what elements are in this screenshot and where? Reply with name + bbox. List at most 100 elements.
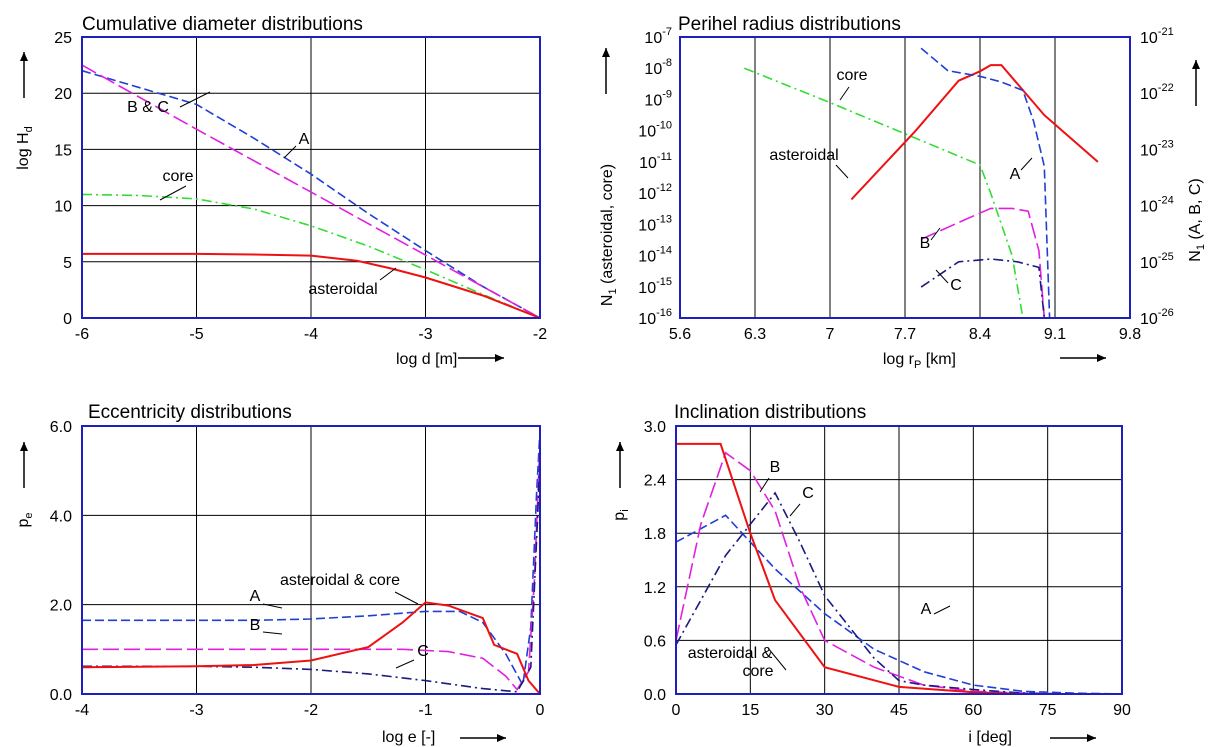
label-leader [262,603,283,609]
label-leader [839,86,850,101]
x-tick-label: -4 [75,702,89,719]
axis-arrow-head [1192,60,1200,69]
chart-perihel: 5.6 6.3 7 7.7 8.4 9.1 9.8 10-7 10-8 10-9 10-10 10-1… [599,14,1207,371]
chart-diameter: -6 -5 -4 -3 -2 0 5 10 15 20 25 Cumulative diameter … [15,14,547,368]
y-tick-label: 5 [63,255,72,272]
series-line-b-c [81,64,541,319]
y-tick-label: 0 [63,311,72,328]
y-tick-label: 0.0 [644,687,666,704]
series-line-b [82,443,541,691]
y-left-tick-label: 10-11 [639,151,672,172]
y-tick-label: 1.2 [644,580,666,597]
chart-title: Cumulative diameter distributions [82,14,363,35]
x-tick-label: 15 [741,702,759,719]
x-tick-label: 8.4 [969,326,991,343]
y-left-axis-label: N1 (asteroidal, core) [599,164,619,306]
y-left-tick-label: 10-8 [644,57,672,78]
axis-arrow-head [1097,354,1106,362]
x-tick-label: 7.7 [894,326,916,343]
series-line-b [920,207,1046,319]
series-label: B [920,235,931,252]
x-tick-label: 7 [826,326,835,343]
x-tick-label: -5 [189,326,203,343]
x-tick-label: 5.6 [669,326,691,343]
axis-arrow-head [616,442,624,451]
series-line-asteroidal-core [81,601,541,695]
chart-inclination: 0 15 30 45 60 75 90 0.0 0.6 1.2 1.8 2.4 3.0 Inclinati… [611,402,1131,746]
x-axis-label: log e [-] [382,729,435,746]
plot-frame [81,36,541,319]
y-axis-label: pi [611,509,631,520]
label-leader [395,659,415,669]
y-right-tick-label: 10-23 [1140,138,1174,159]
series-label: A [921,601,932,618]
y-tick-label: 20 [54,86,72,103]
label-leader [379,267,397,281]
y-left-tick-label: 10-15 [638,276,672,297]
label-leader [835,164,849,179]
y-left-tick-label: 10-7 [644,26,672,47]
series-label: B [250,617,261,634]
series-line-c [675,491,1073,695]
label-leader [933,605,951,615]
label-leader [789,503,801,517]
y-tick-label: 2.0 [50,598,72,615]
series-line-a [920,47,1051,319]
x-axis-label: log d [m] [396,351,457,368]
x-tick-label: -2 [304,702,318,719]
series-label: asteroidal & [688,645,773,662]
y-right-tick-label: 10-26 [1140,307,1174,328]
series-label: A [299,131,310,148]
x-tick-label: 30 [816,702,834,719]
y-left-tick-label: 10-13 [638,213,672,234]
y-right-tick-label: 10-22 [1140,82,1174,103]
y-tick-label: 2.4 [644,473,666,490]
plot-frame [675,425,1123,695]
x-tick-label: 0 [536,702,545,719]
plot-frame [81,425,541,695]
label-leader [935,269,949,284]
y-left-tick-label: 10-14 [638,245,672,266]
series-line-a [675,514,1123,695]
y-axis-label: log Hd [15,126,35,169]
x-tick-label: 0 [672,702,681,719]
chart-title: Perihel radius distributions [678,14,901,35]
y-tick-label: 6.0 [50,419,72,436]
label-leader [262,631,283,635]
label-leader [759,477,770,493]
x-axis-label: i [deg] [968,729,1012,746]
x-tick-label: 90 [1113,702,1131,719]
y-tick-label: 1.8 [644,526,666,543]
series-label: C [802,485,814,502]
series-label: C [417,643,429,660]
label-leader [159,185,187,201]
y-left-tick-label: 10-12 [638,182,672,203]
label-leader [767,647,787,671]
x-tick-label: 9.1 [1044,326,1066,343]
chart-title: Eccentricity distributions [88,402,292,423]
x-tick-label: -3 [418,326,432,343]
x-tick-label: -6 [75,326,89,343]
chart-eccentricity: -4 -3 -2 -1 0 0.0 2.0 4.0 6.0 Eccentricity distri… [15,402,545,746]
series-line-asteroidal [82,252,541,319]
y-right-tick-label: 10-21 [1140,26,1174,47]
series-line-asteroidal-core [676,442,1023,695]
x-tick-label: -4 [304,326,318,343]
chart-title: Inclination distributions [674,402,866,423]
y-tick-label: 3.0 [644,419,666,436]
y-right-tick-label: 10-25 [1140,251,1174,272]
series-label: asteroidal & core [280,572,400,589]
x-axis-label: log rP [km] [883,351,956,371]
label-leader [394,591,419,605]
series-label: A [250,588,261,605]
series-line-core [744,67,1024,319]
y-axis-label: pe [15,512,35,527]
series-label: B & C [127,99,169,116]
series-label: C [950,277,962,294]
series-label: core [162,168,193,185]
y-tick-label: 0.6 [644,633,666,650]
y-tick-label: 10 [54,199,72,216]
plot-frame [679,36,1131,319]
series-line-c [920,258,1046,319]
